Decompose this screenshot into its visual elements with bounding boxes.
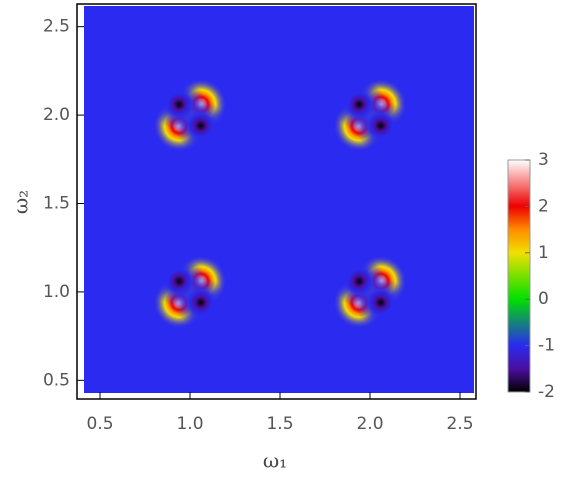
plot-frame bbox=[76, 3, 477, 400]
colorbar-tick-label: -2 bbox=[538, 382, 555, 402]
colorbar-tick-label: -1 bbox=[538, 336, 555, 356]
density-peak bbox=[354, 276, 407, 329]
plot-background bbox=[84, 6, 474, 393]
density-peak bbox=[174, 276, 227, 329]
density-peak bbox=[174, 99, 227, 152]
density-peak bbox=[354, 99, 407, 152]
colorbar-tick-label: 1 bbox=[538, 243, 549, 263]
y-axis-label: ω₂ bbox=[9, 190, 33, 214]
colorbar-tick-label: 2 bbox=[538, 196, 549, 216]
y-tick-label: 2.0 bbox=[43, 105, 70, 125]
y-tick-label: 0.5 bbox=[43, 370, 70, 390]
x-tick-label: 0.5 bbox=[86, 414, 113, 434]
x-tick-label: 1.5 bbox=[266, 414, 293, 434]
x-axis-label: ω₁ bbox=[263, 449, 287, 473]
x-tick-label: 1.0 bbox=[176, 414, 203, 434]
colorbar-tick-label: 0 bbox=[538, 289, 549, 309]
y-tick-label: 1.5 bbox=[43, 194, 70, 214]
colorbar-tick-label: 3 bbox=[538, 150, 549, 170]
y-tick-label: 2.5 bbox=[43, 17, 70, 37]
x-tick-label: 2.5 bbox=[446, 414, 473, 434]
colorbar bbox=[507, 159, 531, 393]
x-tick-label: 2.0 bbox=[356, 414, 383, 434]
y-tick-label: 1.0 bbox=[43, 282, 70, 302]
